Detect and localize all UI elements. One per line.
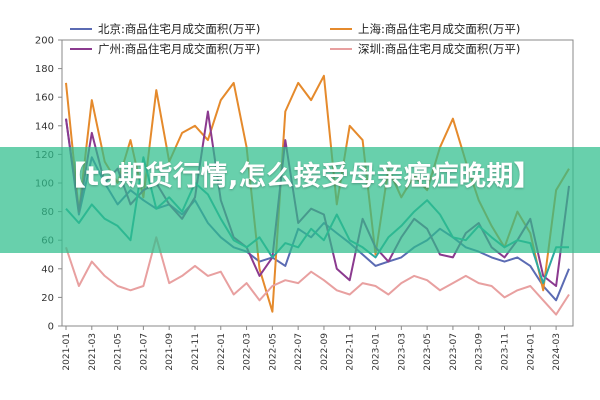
x-tick-label: 2021-09 (165, 333, 175, 371)
x-tick-label: 2023-01 (372, 333, 382, 371)
chart-axes: 0204060801001201401601802002021-012021-0… (35, 36, 574, 371)
overlay-banner (0, 147, 600, 253)
y-tick-label: 140 (35, 121, 54, 132)
legend-label-0: 北京:商品住宅月成交面积(万平) (98, 22, 260, 36)
x-tick-label: 2023-09 (475, 333, 485, 371)
x-tick-label: 2022-09 (320, 333, 330, 371)
x-tick-label: 2021-11 (191, 333, 201, 371)
x-tick-label: 2022-11 (346, 333, 356, 371)
x-tick-label: 2024-03 (552, 333, 562, 371)
y-tick-label: 20 (41, 293, 54, 304)
x-tick-label: 2023-07 (449, 333, 459, 371)
legend-label-2: 广州:商品住宅月成交面积(万平) (98, 42, 260, 56)
x-tick-label: 2023-11 (501, 333, 511, 371)
y-tick-label: 200 (35, 36, 54, 47)
x-tick-label: 2022-03 (243, 333, 253, 371)
legend-label-3: 深圳:商品住宅月成交面积(万平) (358, 42, 520, 56)
x-tick-label: 2022-05 (268, 333, 278, 371)
series-line-3 (65, 236, 570, 316)
x-tick-label: 2024-01 (526, 333, 536, 371)
legend-label-1: 上海:商品住宅月成交面积(万平) (358, 22, 520, 36)
x-tick-label: 2022-01 (217, 333, 227, 371)
x-tick-label: 2023-03 (397, 333, 407, 371)
x-tick-label: 2021-05 (114, 333, 124, 371)
y-tick-label: 180 (35, 64, 54, 75)
y-tick-label: 160 (35, 93, 54, 104)
x-tick-label: 2021-03 (88, 333, 98, 371)
x-tick-label: 2022-07 (294, 333, 304, 371)
x-tick-label: 2021-01 (62, 333, 72, 371)
x-tick-label: 2023-05 (423, 333, 433, 371)
chart-legend: 北京:商品住宅月成交面积(万平) 上海:商品住宅月成交面积(万平) 广州:商品住宅月… (70, 22, 520, 56)
y-tick-label: 40 (41, 264, 54, 275)
overlay-banner-text: 【ta期货行情,怎么接受母亲癌症晚期】 (58, 161, 542, 192)
y-tick-label: 0 (48, 322, 54, 333)
x-tick-label: 2021-07 (139, 333, 149, 371)
